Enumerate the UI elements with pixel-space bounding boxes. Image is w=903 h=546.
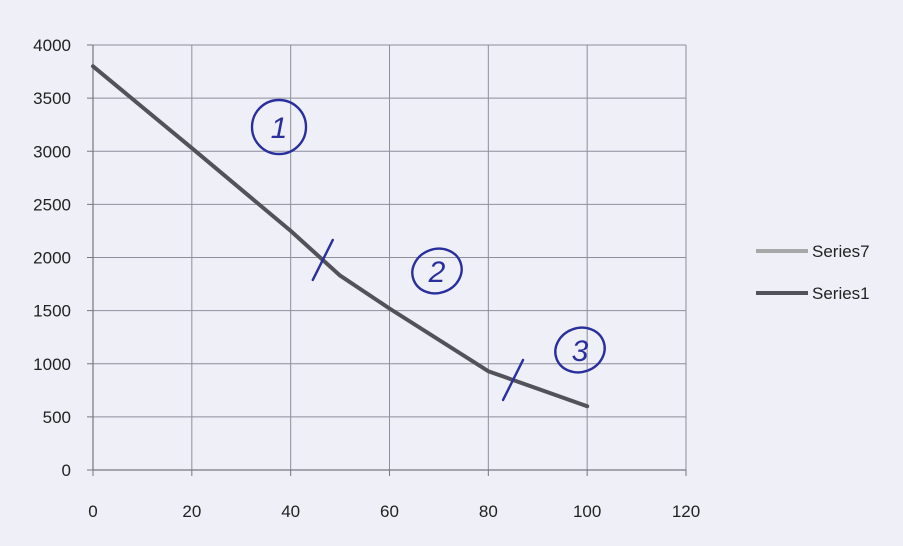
y-tick-label: 2500: [33, 195, 71, 214]
y-tick-label: 1000: [33, 355, 71, 374]
y-tick-label: 3000: [33, 142, 71, 161]
y-tick-label: 4000: [33, 36, 71, 55]
x-tick-label: 80: [479, 502, 498, 521]
annotation-number: 1: [271, 112, 288, 145]
legend-label: Series1: [812, 284, 870, 303]
annotation-number: 3: [572, 335, 589, 368]
legend-label: Series7: [812, 242, 870, 261]
x-tick-label: 100: [573, 502, 601, 521]
y-tick-label: 0: [62, 461, 71, 480]
y-tick-label: 3500: [33, 89, 71, 108]
x-tick-label: 40: [281, 502, 300, 521]
x-tick-label: 0: [88, 502, 97, 521]
x-tick-label: 60: [380, 502, 399, 521]
x-tick-label: 20: [182, 502, 201, 521]
y-tick-label: 500: [43, 408, 71, 427]
y-tick-label: 2000: [33, 249, 71, 268]
annotation-number: 2: [428, 256, 446, 289]
x-tick-label: 120: [672, 502, 700, 521]
y-tick-label: 1500: [33, 302, 71, 321]
